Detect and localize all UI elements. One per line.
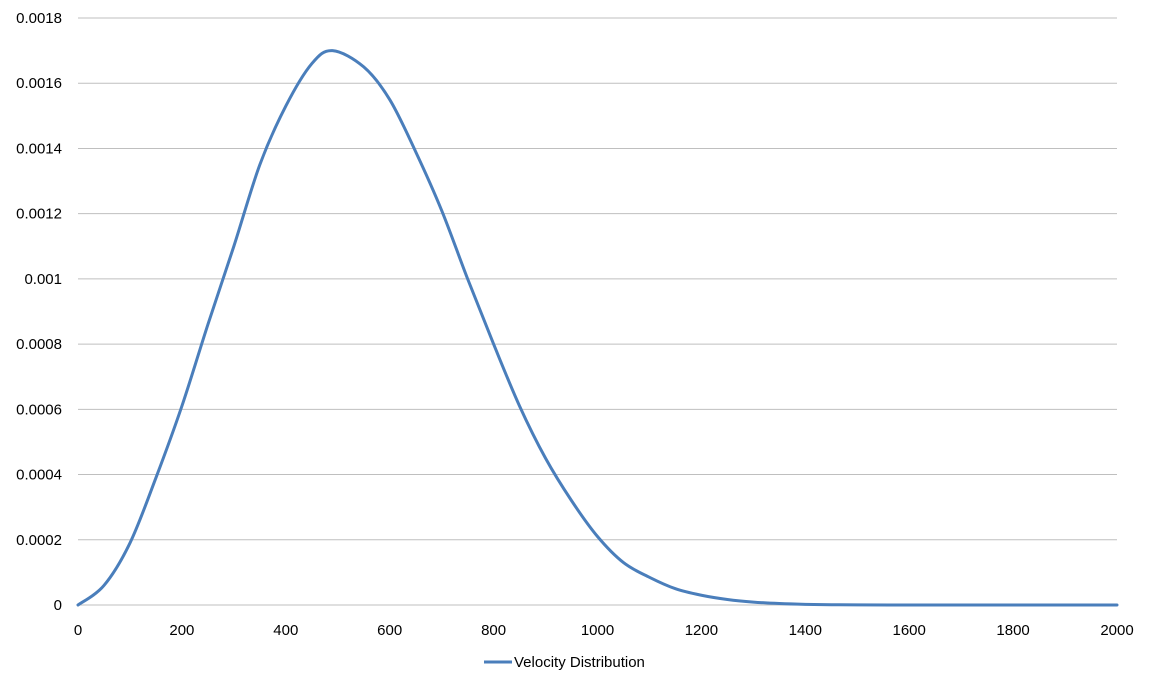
- grid-lines: [78, 17, 1117, 541]
- y-tick-label: 0.0004: [16, 467, 62, 484]
- y-tick-label: 0.001: [24, 271, 62, 288]
- x-tick-label: 600: [377, 622, 402, 639]
- x-tick-label: 800: [481, 622, 506, 639]
- x-tick-label: 1600: [893, 622, 926, 639]
- legend-label: Velocity Distribution: [514, 654, 645, 671]
- y-tick-label: 0.0016: [16, 75, 62, 92]
- x-tick-label: 2000: [1100, 622, 1133, 639]
- x-tick-label: 400: [273, 622, 298, 639]
- y-tick-label: 0.0008: [16, 336, 62, 353]
- x-tick-label: 1200: [685, 622, 718, 639]
- y-tick-label: 0.0006: [16, 401, 62, 418]
- x-tick-label: 1000: [581, 622, 614, 639]
- y-tick-label: 0.0002: [16, 532, 62, 549]
- x-tick-label: 1800: [996, 622, 1029, 639]
- x-tick-label: 200: [169, 622, 194, 639]
- y-tick-label: 0: [54, 597, 62, 614]
- y-tick-label: 0.0014: [16, 140, 62, 157]
- x-tick-label: 0: [74, 622, 82, 639]
- y-tick-label: 0.0018: [16, 10, 62, 27]
- series-lines: [76, 49, 1119, 607]
- series-line-velocity-distribution: [76, 49, 1119, 607]
- y-tick-labels: 0 0.0002 0.0004 0.0006 0.0008 0.001 0.0012 0.00…: [16, 10, 62, 614]
- x-tick-labels: 0 200 400 600 800 1000 1200 1400 1600 1800 2000: [74, 622, 1134, 639]
- y-tick-label: 0.0012: [16, 206, 62, 223]
- x-tick-label: 1400: [789, 622, 822, 639]
- legend: Velocity Distribution: [484, 654, 645, 671]
